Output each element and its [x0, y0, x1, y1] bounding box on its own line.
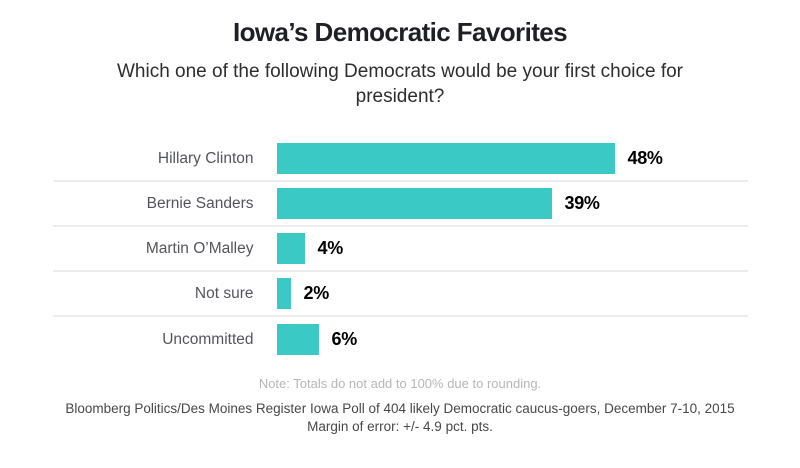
rounding-note: Note: Totals do not add to 100% due to r…	[258, 376, 542, 392]
source-attribution: Bloomberg Politics/Des Moines Register I…	[0, 400, 800, 436]
bar-row-martin-omalley: Martin O’Malley 4%	[52, 227, 748, 273]
bar-bernie-sanders	[276, 188, 552, 220]
bar-label: Martin O’Malley	[145, 239, 254, 257]
bar-label: Bernie Sanders	[146, 194, 254, 212]
bar-value: 4%	[317, 238, 344, 259]
bar-row-hillary-clinton: Hillary Clinton 48%	[52, 137, 748, 183]
bar-row-uncommitted: Uncommitted 6%	[53, 317, 748, 362]
page-title: Iowa’s Democratic Favorites	[233, 17, 568, 47]
bar-martin-omalley	[276, 233, 305, 265]
source-line-2: Margin of error: +/- 4.9 pct. pts.	[307, 419, 493, 435]
bar-value: 39%	[564, 193, 600, 214]
bar-uncommitted	[276, 324, 319, 356]
bar-value: 48%	[627, 148, 663, 169]
bar-value: 2%	[303, 283, 330, 304]
bar-row-bernie-sanders: Bernie Sanders 39%	[52, 182, 748, 228]
poll-chart-page: Iowa’s Democratic Favorites Which one of…	[0, 17, 800, 468]
bar-row-not-sure: Not sure 2%	[52, 272, 748, 318]
bar-value: 6%	[331, 329, 358, 350]
source-line-1: Bloomberg Politics/Des Moines Register I…	[65, 401, 735, 417]
bar-hillary-clinton	[276, 143, 615, 175]
bar-chart: Hillary Clinton 48% Bernie Sanders 39% M…	[52, 137, 748, 362]
bar-label: Hillary Clinton	[157, 149, 254, 167]
chart-subtitle: Which one of the following Democrats wou…	[116, 61, 684, 108]
bar-not-sure	[276, 278, 291, 310]
bar-label: Uncommitted	[162, 330, 254, 348]
bar-label: Not sure	[194, 284, 254, 302]
